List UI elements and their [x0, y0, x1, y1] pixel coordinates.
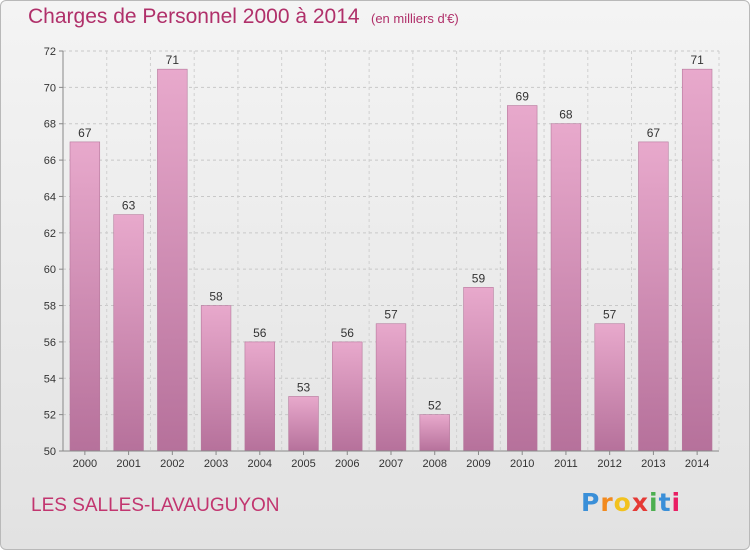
x-tick-label-2010: 2010	[510, 458, 534, 470]
bar-2008	[419, 414, 450, 452]
chart-title: Charges de Personnel 2000 à 2014	[28, 5, 360, 28]
x-tick-label-2009: 2009	[466, 458, 490, 470]
data-label-2007: 57	[384, 308, 398, 322]
logo-letter: i	[671, 488, 682, 517]
data-label-2008: 52	[428, 399, 442, 413]
data-label-2013: 67	[647, 126, 661, 140]
data-label-2002: 71	[166, 53, 180, 67]
data-label-2010: 69	[516, 90, 530, 104]
logo-letter: x	[631, 488, 649, 517]
y-tick-label: 72	[44, 46, 56, 58]
logo-letter: P	[581, 488, 601, 517]
data-label-2009: 59	[472, 271, 486, 285]
bar-2000	[69, 141, 101, 452]
bar-2006	[332, 341, 363, 452]
logo-letter: r	[600, 488, 614, 517]
x-tick-label-2000: 2000	[73, 458, 97, 470]
bar-2013	[638, 141, 669, 452]
data-label-2003: 58	[209, 290, 223, 304]
x-tick-label-2005: 2005	[291, 458, 315, 470]
data-label-2011: 68	[559, 108, 573, 122]
x-tick-label-2014: 2014	[685, 458, 709, 470]
logo-letter: i	[649, 488, 659, 517]
bar-2012	[594, 323, 625, 452]
x-tick-label-2013: 2013	[641, 458, 665, 470]
y-tick-label: 70	[44, 82, 56, 94]
y-tick-label: 62	[44, 228, 56, 240]
y-tick-label: 54	[44, 373, 56, 385]
x-tick-label-2006: 2006	[335, 458, 359, 470]
data-label-2001: 63	[122, 199, 136, 213]
bar-2002	[157, 68, 188, 452]
data-label-2000: 67	[78, 126, 92, 140]
y-tick-label: 56	[44, 337, 56, 349]
logo-letter: t	[658, 488, 672, 517]
data-label-2006: 56	[341, 326, 355, 340]
x-tick-label-2012: 2012	[597, 458, 621, 470]
logo-letter: o	[613, 488, 632, 517]
bar-2014	[681, 68, 713, 452]
data-label-2014: 71	[690, 53, 704, 67]
bar-2011	[550, 123, 582, 452]
data-label-2005: 53	[297, 380, 311, 394]
location-label: LES SALLES-LAVAUGUYON	[31, 495, 280, 516]
y-tick-label: 64	[44, 191, 56, 203]
x-tick-label-2001: 2001	[116, 458, 140, 470]
x-tick-label-2011: 2011	[554, 458, 578, 470]
chart-subtitle: (en milliers d'€)	[371, 11, 459, 26]
proxiti-logo: Proxiti	[581, 488, 681, 517]
y-tick-label: 68	[44, 119, 56, 131]
bars: 67 63 71 58 56 53 56 57 52 59 69 68 57 67 71	[69, 53, 713, 452]
x-tick-label-2008: 2008	[422, 458, 446, 470]
y-tick-label: 52	[44, 410, 56, 422]
x-tick-label-2002: 2002	[160, 458, 184, 470]
y-tick-label: 60	[44, 264, 56, 276]
y-tick-label: 58	[44, 301, 56, 313]
bar-2010	[507, 105, 538, 452]
bar-2004	[244, 341, 275, 452]
bar-2001	[113, 214, 144, 452]
data-label-2012: 57	[603, 308, 617, 322]
y-tick-label: 50	[44, 446, 56, 458]
bar-2009	[463, 287, 494, 452]
axes: 50 52 54 56 58 60 62 64 66 68 70 72 2000 2001 2002 2003…	[44, 46, 719, 470]
bar-2005	[288, 396, 319, 452]
data-label-2004: 56	[253, 326, 267, 340]
x-tick-label-2007: 2007	[379, 458, 403, 470]
bar-2003	[200, 305, 232, 452]
x-tick-label-2003: 2003	[204, 458, 228, 470]
y-tick-label: 66	[44, 155, 56, 167]
bar-2007	[375, 323, 407, 452]
x-tick-label-2004: 2004	[248, 458, 272, 470]
